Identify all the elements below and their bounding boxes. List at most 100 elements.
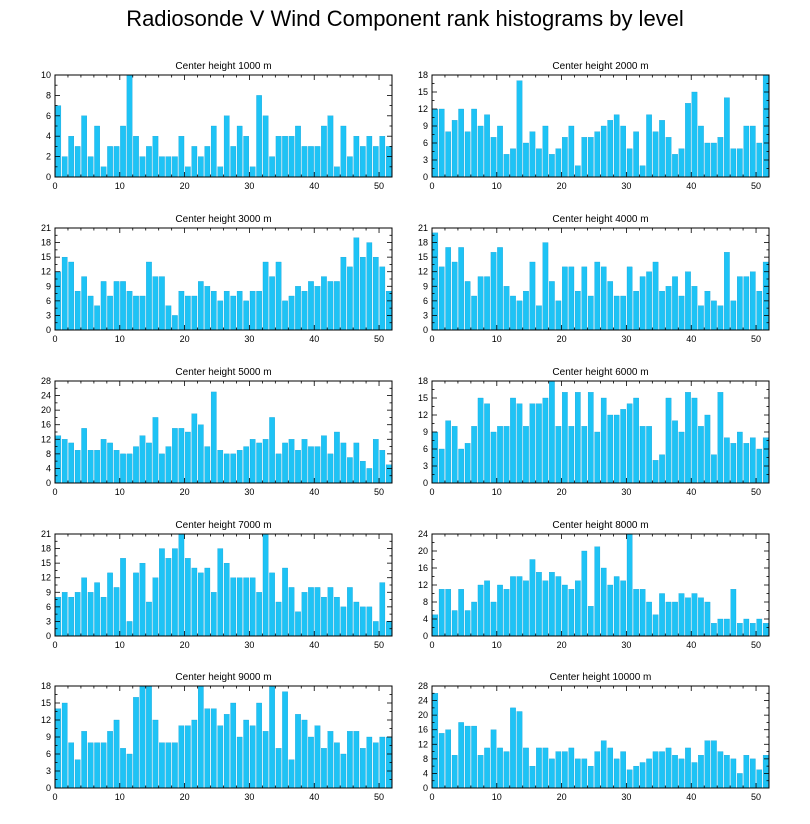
bar [484,580,490,637]
bar [451,610,458,637]
bar [353,136,360,178]
bar [87,450,94,484]
bar [575,290,581,331]
bar [542,125,549,178]
bar [81,731,87,789]
bar [730,758,737,789]
bar [385,464,392,484]
bar [159,548,165,637]
bar [81,577,87,637]
bar [743,443,750,484]
bar [510,148,516,178]
bar [600,125,607,178]
bar [191,567,198,637]
bar [314,286,321,331]
y-tick-label: 0 [46,631,51,641]
bar [55,708,62,789]
bar [510,576,516,637]
bar [87,156,94,178]
bar [503,751,510,789]
panel-title: Center height 10000 m [550,672,652,683]
bar [308,146,314,178]
y-tick-label: 21 [418,223,428,233]
bar [340,606,347,637]
bar [613,576,620,637]
bar [665,286,672,331]
bar [458,247,464,331]
bar [523,142,529,178]
bar [94,582,100,637]
bar [126,290,133,331]
x-tick-label: 0 [52,487,57,497]
bar [743,618,750,637]
bar [652,751,659,789]
bar [562,137,568,178]
x-tick-label: 0 [52,181,57,191]
bar [542,747,549,789]
bar [275,136,282,178]
x-tick-label: 0 [52,640,57,650]
bar [510,295,516,331]
bar [152,136,159,178]
bar [594,751,601,789]
bar [353,442,360,484]
bar [497,247,503,331]
x-tick-label: 40 [686,487,696,497]
bar [256,290,262,331]
y-tick-label: 21 [41,223,51,233]
bar [451,755,458,789]
y-tick-label: 16 [418,563,428,573]
bar [451,261,458,331]
chart-panel-5: Center height 5000 m 0 10 20 30 40 50 0 4 8 12 16 20… [41,367,393,497]
bar [646,114,652,178]
x-tick-label: 0 [429,181,434,191]
bar [113,587,120,637]
bar [633,290,639,331]
bar [516,80,523,178]
bar [185,166,191,178]
bar [301,719,308,789]
bar [484,747,490,789]
bar [497,747,503,789]
y-tick-label: 9 [423,427,428,437]
bar [510,397,516,484]
bar [581,426,588,484]
x-tick-label: 20 [557,640,567,650]
y-tick-label: 0 [423,631,428,641]
bar [334,431,340,484]
y-tick-label: 3 [423,310,428,320]
bar [334,742,340,789]
bar [249,290,256,331]
bar [575,758,581,789]
bar [549,380,555,484]
x-tick-label: 40 [686,792,696,802]
bar [68,261,75,331]
bar [549,154,555,178]
bar [198,281,204,331]
bar [68,596,75,637]
x-tick-label: 10 [492,181,502,191]
bar [445,131,452,178]
bar [159,742,165,789]
bar [523,426,529,484]
bar [217,450,224,484]
bar [159,156,165,178]
bar [146,685,152,789]
bar [314,146,321,178]
bar [100,281,107,331]
panel-title: Center height 8000 m [552,520,648,531]
chart-panel-9: Center height 9000 m 0 10 20 30 40 50 0 3 6 9 12 15 1… [41,672,393,802]
bar [327,281,334,331]
bar [87,295,94,331]
bar [672,601,678,637]
bar [743,276,750,331]
bar [133,295,139,331]
bar [762,755,769,789]
bar [372,256,379,331]
bar [529,403,536,484]
bar [256,442,262,484]
bar [327,731,334,789]
bar [139,562,146,637]
bar [152,577,159,637]
bar [139,685,146,789]
